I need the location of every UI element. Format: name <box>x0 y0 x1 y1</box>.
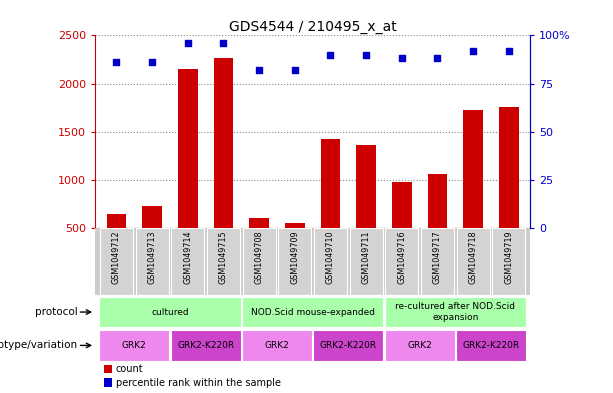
Point <box>112 59 121 66</box>
Bar <box>242 297 383 327</box>
Bar <box>428 174 447 228</box>
Bar <box>392 182 411 228</box>
Text: re-cultured after NOD.Scid
expansion: re-cultured after NOD.Scid expansion <box>395 302 516 322</box>
Bar <box>385 330 455 361</box>
Bar <box>350 228 383 296</box>
Text: protocol: protocol <box>35 307 78 317</box>
Bar <box>214 57 234 228</box>
Bar <box>99 297 240 327</box>
Bar <box>170 330 240 361</box>
Text: GSM1049719: GSM1049719 <box>504 231 513 284</box>
Point <box>147 59 157 66</box>
Title: GDS4544 / 210495_x_at: GDS4544 / 210495_x_at <box>229 20 397 34</box>
Bar <box>278 228 311 296</box>
Point <box>504 48 514 54</box>
Text: cultured: cultured <box>151 308 189 316</box>
Point <box>397 55 406 62</box>
Bar <box>421 228 454 296</box>
Text: GSM1049708: GSM1049708 <box>254 231 264 284</box>
Bar <box>178 69 197 228</box>
Text: genotype/variation: genotype/variation <box>0 340 78 351</box>
Text: GRK2-K220R: GRK2-K220R <box>462 341 520 350</box>
Text: GSM1049716: GSM1049716 <box>397 231 406 284</box>
Bar <box>285 223 305 228</box>
Bar <box>249 219 269 228</box>
Bar <box>104 365 112 373</box>
Text: GRK2: GRK2 <box>265 341 289 350</box>
Bar <box>107 213 126 228</box>
Bar <box>135 228 169 296</box>
Point <box>433 55 443 62</box>
Bar <box>242 330 312 361</box>
Text: GSM1049713: GSM1049713 <box>148 231 156 284</box>
Text: GSM1049709: GSM1049709 <box>291 231 299 284</box>
Bar <box>243 228 275 296</box>
Bar <box>356 145 376 228</box>
Point <box>290 67 300 73</box>
Bar <box>321 140 340 228</box>
Bar <box>314 228 347 296</box>
Text: GSM1049711: GSM1049711 <box>362 231 371 284</box>
Text: GSM1049715: GSM1049715 <box>219 231 228 284</box>
Text: GSM1049710: GSM1049710 <box>326 231 335 284</box>
Bar <box>207 228 240 296</box>
Point <box>254 67 264 73</box>
Bar <box>104 378 112 387</box>
Point <box>219 40 229 46</box>
Text: GSM1049718: GSM1049718 <box>469 231 478 284</box>
Text: NOD.Scid mouse-expanded: NOD.Scid mouse-expanded <box>251 308 375 316</box>
Point <box>183 40 192 46</box>
Bar <box>499 107 519 228</box>
Bar <box>386 228 418 296</box>
Point <box>468 48 478 54</box>
Bar <box>100 228 133 296</box>
Bar <box>99 330 169 361</box>
Bar <box>456 330 526 361</box>
Text: count: count <box>116 364 143 374</box>
Bar <box>463 110 483 228</box>
Text: GRK2: GRK2 <box>122 341 147 350</box>
Text: GRK2-K220R: GRK2-K220R <box>320 341 377 350</box>
Bar <box>385 297 526 327</box>
Text: GSM1049717: GSM1049717 <box>433 231 442 284</box>
Text: GSM1049712: GSM1049712 <box>112 231 121 284</box>
Bar <box>142 206 162 228</box>
Bar <box>313 330 383 361</box>
Point <box>361 51 371 58</box>
Text: percentile rank within the sample: percentile rank within the sample <box>116 378 281 387</box>
Point <box>326 51 335 58</box>
Text: GRK2: GRK2 <box>407 341 432 350</box>
Bar <box>457 228 490 296</box>
Bar <box>492 228 525 296</box>
Text: GRK2-K220R: GRK2-K220R <box>177 341 234 350</box>
Text: GSM1049714: GSM1049714 <box>183 231 192 284</box>
Bar <box>172 228 204 296</box>
